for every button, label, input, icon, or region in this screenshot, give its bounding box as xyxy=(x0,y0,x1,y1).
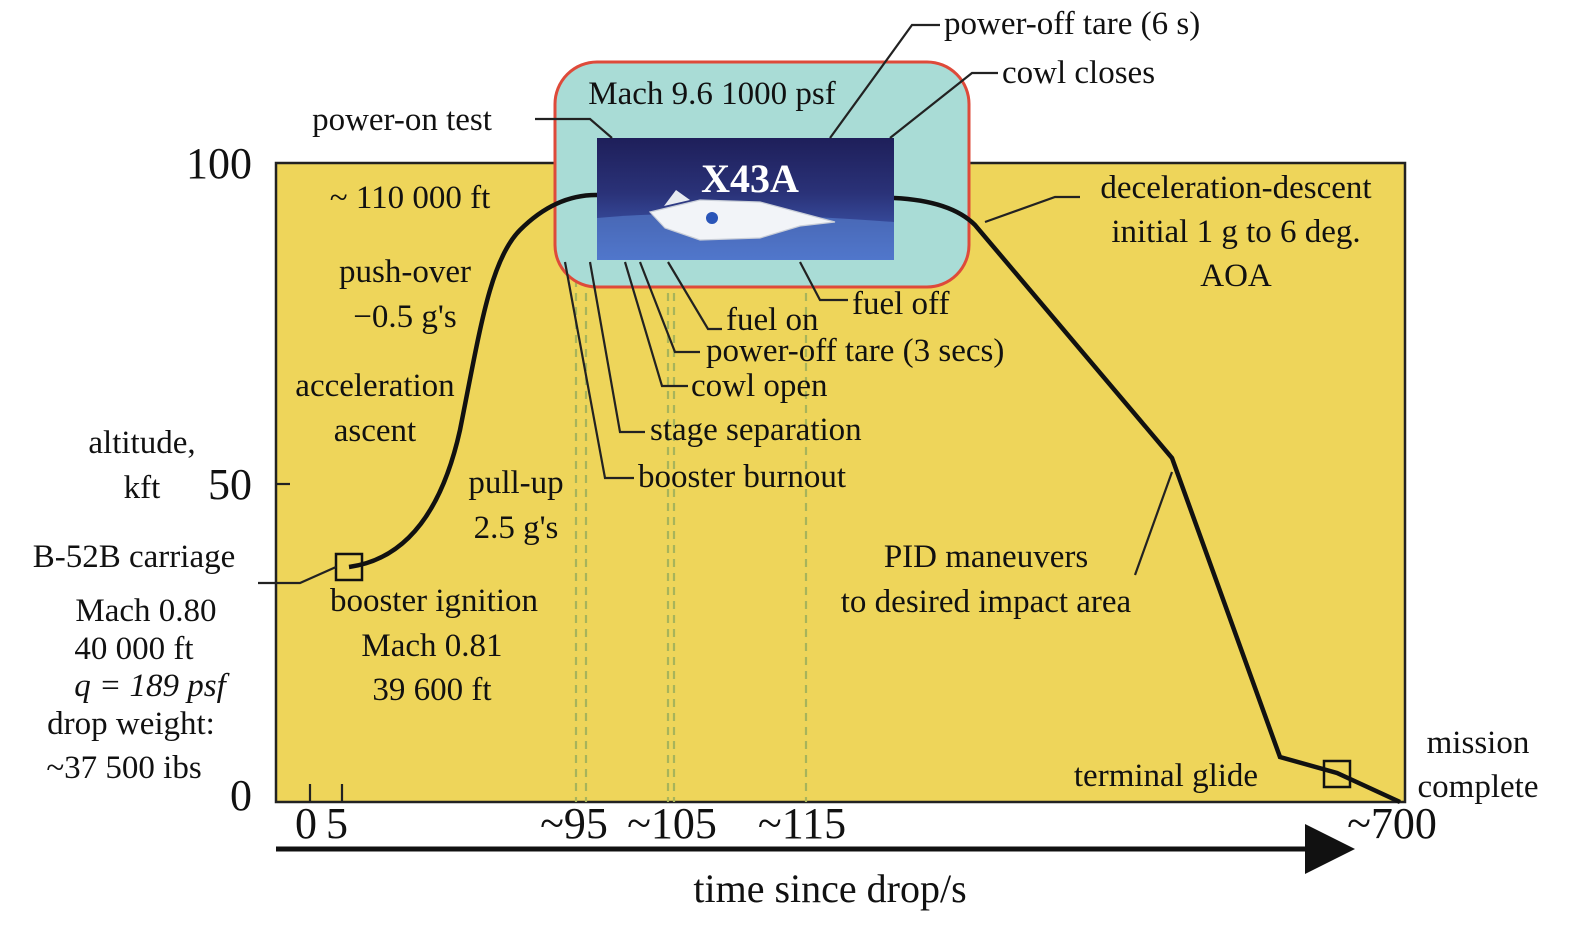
y-axis-title-line1: altitude, xyxy=(88,425,195,461)
x-tick-95: ~95 xyxy=(540,799,608,848)
label-power-off-tare-3s: power-off tare (3 secs) xyxy=(706,333,1004,369)
y-tick-50: 50 xyxy=(208,460,252,509)
label-power-off-tare-6s: power-off tare (6 s) xyxy=(944,6,1200,42)
label-carriage-alt: 40 000 ft xyxy=(74,631,193,667)
vehicle-name: X43A xyxy=(701,156,799,201)
label-power-on-test: power-on test xyxy=(312,102,492,138)
x-tick-115: ~115 xyxy=(758,799,846,848)
x-tick-5: 5 xyxy=(326,799,348,848)
label-drop-weight-2: ~37 500 ibs xyxy=(46,750,201,786)
label-pid-1: PID maneuvers xyxy=(884,539,1088,575)
x43a-aircraft-icon xyxy=(648,199,836,241)
label-pid-2: to desired impact area xyxy=(841,584,1132,620)
label-decel-3: AOA xyxy=(1200,258,1272,294)
inset-condition: Mach 9.6 1000 psf xyxy=(588,76,835,112)
label-terminal-glide: terminal glide xyxy=(1074,758,1258,794)
label-booster-ignition-2: Mach 0.81 xyxy=(361,628,502,664)
label-mission-1: mission xyxy=(1427,725,1530,761)
label-fuel-on: fuel on xyxy=(726,302,819,338)
label-booster-ignition-3: 39 600 ft xyxy=(372,672,491,708)
y-tick-0: 0 xyxy=(230,771,252,820)
label-altitude-110k: ~ 110 000 ft xyxy=(330,180,491,216)
label-acceleration-1: acceleration xyxy=(295,368,454,404)
label-pull-up-1: pull-up xyxy=(468,465,563,501)
x-tick-700: ~700 xyxy=(1347,799,1437,848)
y-tick-100: 100 xyxy=(186,139,252,188)
label-booster-ignition-1: booster ignition xyxy=(330,583,538,619)
x43a-insignia-icon xyxy=(706,212,718,224)
label-decel-1: deceleration-descent xyxy=(1100,170,1371,206)
label-mission-2: complete xyxy=(1418,769,1539,805)
label-stage-separation: stage separation xyxy=(650,412,862,448)
label-carriage-q: q = 189 psf xyxy=(74,668,229,704)
label-booster-burnout: booster burnout xyxy=(638,459,846,495)
x43a-vehicle-image: X43A xyxy=(597,138,894,260)
label-cowl-closes: cowl closes xyxy=(1002,55,1155,91)
label-carriage-mach: Mach 0.80 xyxy=(75,593,216,629)
label-drop-weight-1: drop weight: xyxy=(47,706,215,742)
label-carriage-title: B-52B carriage xyxy=(33,539,236,575)
label-cowl-open: cowl open xyxy=(691,368,828,404)
x-tick-105: ~105 xyxy=(627,799,717,848)
y-axis-title-line2: kft xyxy=(124,470,161,506)
label-pull-up-2: 2.5 g's xyxy=(474,510,559,546)
label-fuel-off: fuel off xyxy=(852,286,949,322)
x-tick-0: 0 xyxy=(295,799,317,848)
label-push-over-2: −0.5 g's xyxy=(353,299,456,335)
x-axis-title: time since drop/s xyxy=(693,866,966,911)
flight-trajectory xyxy=(348,192,1401,805)
label-acceleration-2: ascent xyxy=(334,413,416,449)
label-push-over-1: push-over xyxy=(339,254,471,290)
label-decel-2: initial 1 g to 6 deg. xyxy=(1111,214,1360,250)
mission-complete-marker xyxy=(1322,759,1352,789)
